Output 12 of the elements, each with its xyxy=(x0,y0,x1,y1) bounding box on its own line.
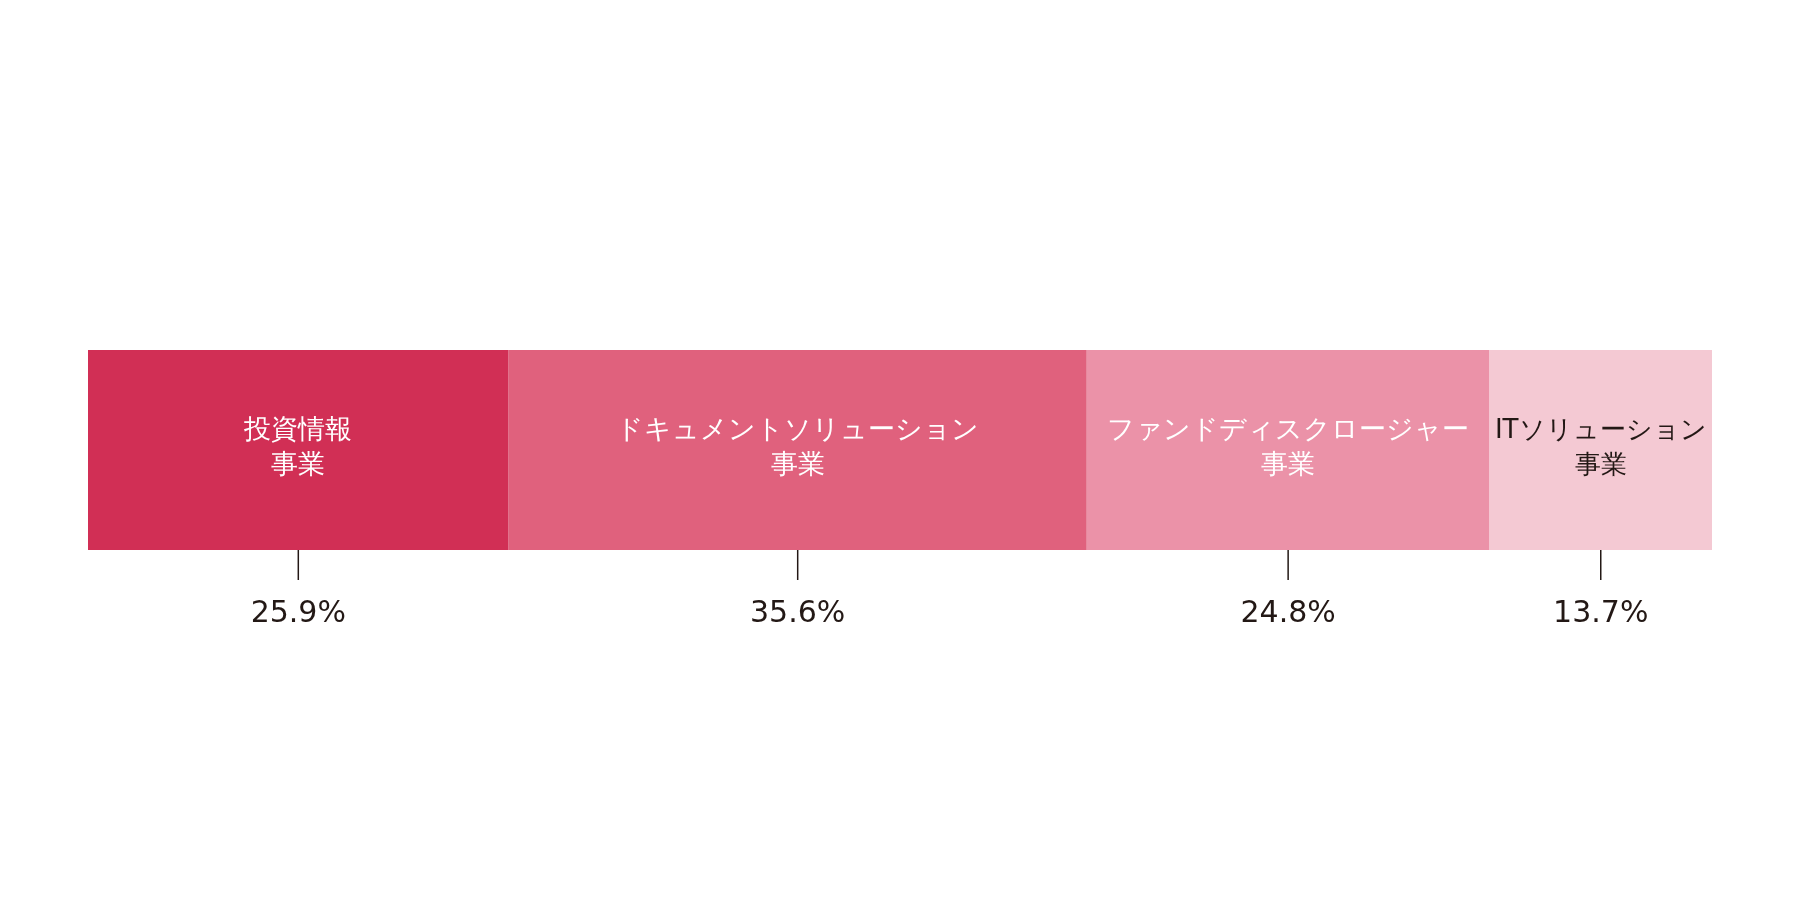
series-label: ファンドディスクロージャー事業 xyxy=(1107,412,1470,479)
bar xyxy=(88,350,509,550)
data-label: 24.8% xyxy=(1240,594,1336,629)
data-label: 35.6% xyxy=(750,594,846,629)
data-label: 13.7% xyxy=(1553,594,1649,629)
bar xyxy=(1086,350,1490,550)
bar xyxy=(508,350,1087,550)
series-label: ITソリューション事業 xyxy=(1494,413,1707,479)
series-label: 投資情報事業 xyxy=(243,412,353,479)
data-label: 25.9% xyxy=(250,594,346,629)
bar xyxy=(1489,350,1712,550)
series-label: ドキュメントソリューション事業 xyxy=(616,412,980,479)
